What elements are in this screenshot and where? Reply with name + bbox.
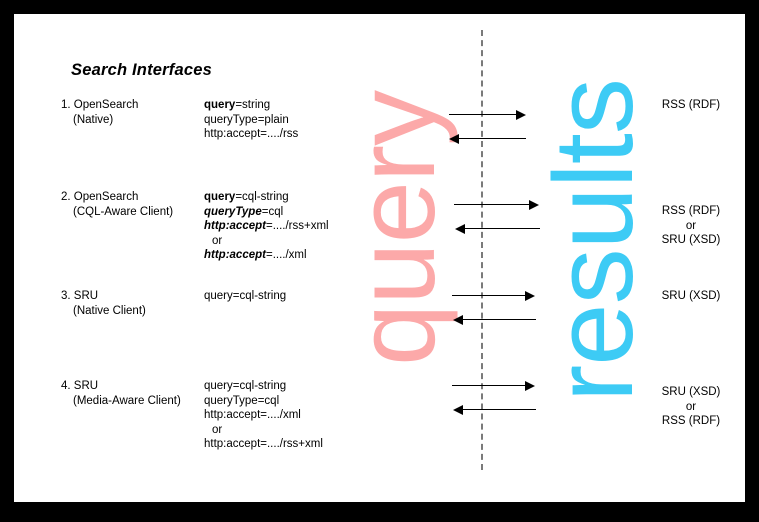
request-arrow xyxy=(449,110,526,121)
row-client: (Native Client) xyxy=(73,304,146,317)
param-value: =cql-string xyxy=(232,290,287,302)
row-params: query=string queryType=plain http:accept… xyxy=(204,98,298,142)
output-or: or xyxy=(685,400,697,413)
row-client: (Media-Aware Client) xyxy=(73,394,181,407)
param-key: http:accept xyxy=(204,249,266,261)
center-dashed-divider xyxy=(481,30,483,470)
row-index: 4. xyxy=(61,380,71,392)
row-index: 2. xyxy=(61,191,71,203)
diagram-canvas: Search Interfaces query results 1. OpenS… xyxy=(14,14,745,502)
param-key: queryType xyxy=(204,394,258,407)
output-format: SRU (XSD) xyxy=(661,234,721,246)
param-value: =..../rss+xml xyxy=(265,220,329,232)
output-format: SRU (XSD) xyxy=(661,386,721,398)
param-key: http:accept xyxy=(204,438,261,450)
param-key: http:accept xyxy=(204,409,261,421)
param-or: or xyxy=(212,423,223,436)
response-arrow xyxy=(449,134,526,145)
row-label: 2. OpenSearch (CQL-Aware Client) xyxy=(61,190,173,219)
param-value: =cql xyxy=(261,205,284,218)
row-output: SRU (XSD) xyxy=(636,289,745,304)
output-format: RSS (RDF) xyxy=(661,205,721,217)
request-arrow xyxy=(454,200,539,211)
row-label: 1. OpenSearch (Native) xyxy=(61,98,138,127)
request-arrow xyxy=(452,291,535,302)
param-value: =..../xml xyxy=(260,409,301,421)
param-value: =..../rss xyxy=(260,128,299,140)
output-format: SRU (XSD) xyxy=(661,290,721,302)
response-arrow xyxy=(453,405,536,416)
row-label: 4. SRU (Media-Aware Client) xyxy=(61,379,181,408)
param-value: =..../rss+xml xyxy=(260,438,323,450)
param-key: queryType xyxy=(204,205,262,218)
row-output: RSS (RDF) or SRU (XSD) xyxy=(636,204,745,248)
row-label: 3. SRU (Native Client) xyxy=(61,289,146,318)
row-name: OpenSearch xyxy=(73,191,139,203)
row-client: (CQL-Aware Client) xyxy=(73,205,174,218)
response-arrow xyxy=(455,224,540,235)
output-format: RSS (RDF) xyxy=(661,99,721,111)
param-value: =cql-string xyxy=(235,191,289,203)
request-arrow xyxy=(452,381,535,392)
param-value: =string xyxy=(235,99,271,111)
param-or: or xyxy=(212,234,223,247)
param-key: http:accept xyxy=(204,220,266,232)
param-key: queryType xyxy=(204,113,258,126)
row-params: query=cql-string xyxy=(204,289,286,304)
row-output: RSS (RDF) xyxy=(636,98,745,113)
output-format: RSS (RDF) xyxy=(661,415,721,427)
row-output: SRU (XSD) or RSS (RDF) xyxy=(636,385,745,429)
param-value: =plain xyxy=(257,113,289,126)
row-client: (Native) xyxy=(73,113,114,126)
row-name: OpenSearch xyxy=(73,99,139,111)
row-params: query=cql-string queryType=cql http:acce… xyxy=(204,190,329,263)
param-value: =cql-string xyxy=(232,380,287,392)
row-name: SRU xyxy=(73,380,99,392)
param-key: query xyxy=(204,191,236,203)
row-name: SRU xyxy=(73,290,99,302)
param-value: =cql xyxy=(257,394,280,407)
results-side-label: results xyxy=(531,79,656,402)
row-index: 1. xyxy=(61,99,71,111)
response-arrow xyxy=(453,315,536,326)
param-key: query xyxy=(204,290,233,302)
page-title: Search Interfaces xyxy=(71,61,212,79)
param-value: =..../xml xyxy=(265,249,307,261)
param-key: query xyxy=(204,99,236,111)
param-key: http:accept xyxy=(204,128,261,140)
row-params: query=cql-string queryType=cql http:acce… xyxy=(204,379,323,452)
param-key: query xyxy=(204,380,233,392)
query-side-label: query xyxy=(333,90,458,366)
output-or: or xyxy=(685,219,697,232)
row-index: 3. xyxy=(61,290,71,302)
